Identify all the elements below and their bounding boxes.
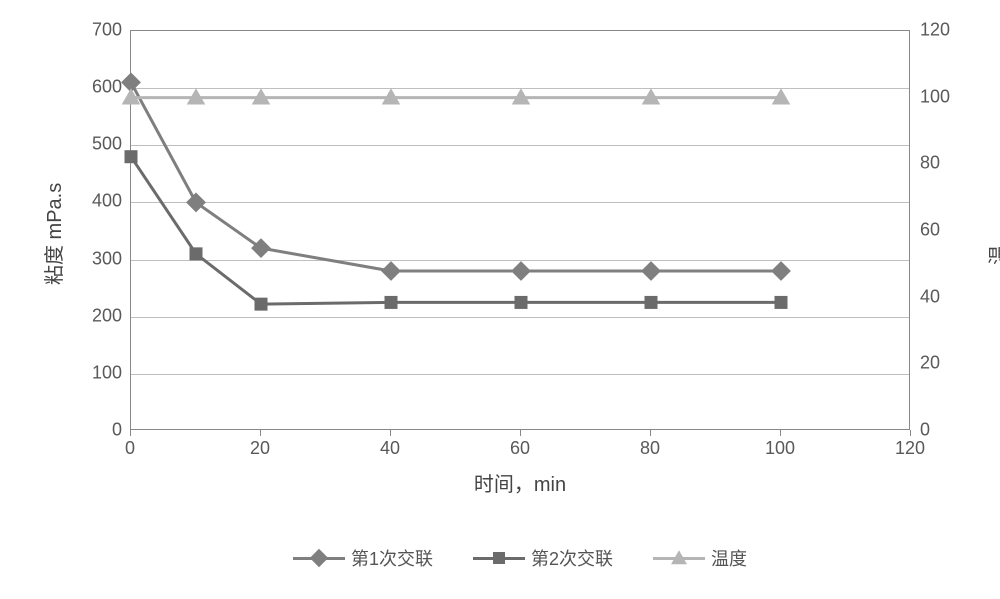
series-line: [131, 82, 781, 271]
legend-swatch: [473, 557, 525, 560]
x-tick-mark: [520, 430, 521, 436]
y-right-tick-label: 40: [920, 286, 970, 307]
series-marker: [515, 296, 527, 308]
y-left-axis-title: 粘度 mPa.s: [38, 183, 67, 285]
x-tick-mark: [390, 430, 391, 436]
legend-item: 第2次交联: [473, 545, 613, 571]
y-left-tick-label: 600: [72, 77, 122, 98]
series-marker: [385, 296, 397, 308]
x-tick-label: 40: [370, 438, 410, 459]
series-marker: [187, 193, 205, 211]
y-left-tick-label: 100: [72, 362, 122, 383]
legend-marker-icon: [310, 549, 328, 567]
x-tick-label: 20: [240, 438, 280, 459]
legend-swatch: [293, 557, 345, 560]
y-left-tick-label: 500: [72, 134, 122, 155]
series-marker: [775, 296, 787, 308]
series-marker: [512, 262, 530, 280]
legend-label: 第1次交联: [351, 545, 433, 571]
y-left-tick-label: 200: [72, 305, 122, 326]
chart-container: 0100200300400500600700020406080100120020…: [0, 0, 1000, 599]
y-right-tick-label: 80: [920, 153, 970, 174]
x-axis-title: 时间，min: [130, 468, 910, 497]
y-left-tick-label: 400: [72, 191, 122, 212]
legend: 第1次交联 第2次交联 温度: [130, 545, 910, 571]
y-left-tick-label: 300: [72, 248, 122, 269]
x-tick-mark: [780, 430, 781, 436]
x-tick-mark: [910, 430, 911, 436]
y-right-tick-label: 20: [920, 353, 970, 374]
x-tick-mark: [650, 430, 651, 436]
series-marker: [255, 298, 267, 310]
series-marker: [125, 151, 137, 163]
x-tick-mark: [260, 430, 261, 436]
legend-marker-icon: [493, 552, 505, 564]
series-line: [131, 157, 781, 304]
x-tick-label: 80: [630, 438, 670, 459]
series-marker: [252, 239, 270, 257]
series-marker: [642, 262, 660, 280]
legend-label: 温度: [711, 545, 747, 571]
y-right-axis-title: 温度 ℃: [982, 245, 1000, 265]
x-tick-label: 0: [110, 438, 150, 459]
legend-item: 温度: [653, 545, 747, 571]
series-marker: [382, 262, 400, 280]
series-svg: [131, 31, 911, 431]
series-marker: [772, 262, 790, 280]
x-tick-mark: [130, 430, 131, 436]
plot-area: [130, 30, 910, 430]
legend-marker-icon: [671, 550, 687, 564]
y-right-tick-label: 120: [920, 20, 970, 41]
x-tick-label: 100: [760, 438, 800, 459]
y-left-tick-label: 700: [72, 20, 122, 41]
legend-swatch: [653, 557, 705, 560]
series-marker: [645, 296, 657, 308]
x-tick-label: 120: [890, 438, 930, 459]
series-marker: [190, 248, 202, 260]
legend-item: 第1次交联: [293, 545, 433, 571]
x-tick-label: 60: [500, 438, 540, 459]
legend-label: 第2次交联: [531, 545, 613, 571]
y-right-tick-label: 100: [920, 86, 970, 107]
y-right-tick-label: 60: [920, 220, 970, 241]
